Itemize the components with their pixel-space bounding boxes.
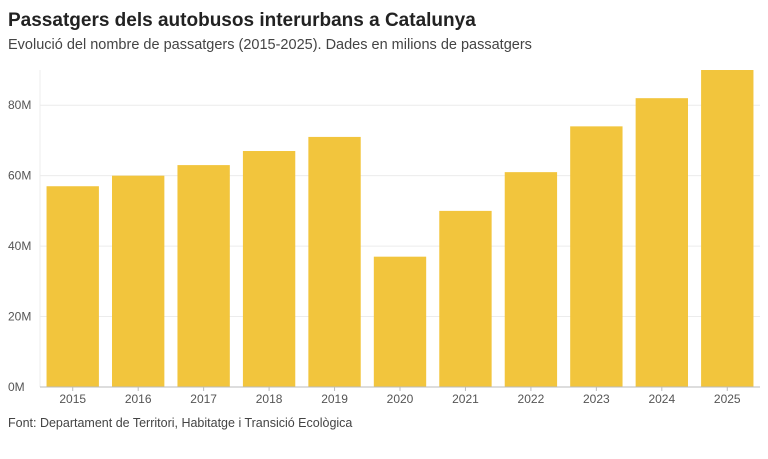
bar-2023 — [570, 126, 623, 387]
bars — [46, 70, 754, 387]
bar-2020 — [373, 256, 427, 387]
bar-2016 — [112, 175, 165, 387]
bar-2018 — [242, 151, 296, 387]
y-tick-label: 0M — [8, 380, 25, 394]
bar-2017 — [177, 165, 230, 387]
x-tick-label: 2022 — [518, 392, 545, 406]
bar-2024 — [635, 98, 688, 387]
y-tick-label: 80M — [8, 98, 31, 112]
bar-2025 — [701, 70, 754, 387]
x-tick-label: 2018 — [256, 392, 283, 406]
bar-2019 — [308, 136, 361, 387]
x-tick-label: 2015 — [59, 392, 86, 406]
bar-2022 — [504, 172, 558, 387]
chart-title: Passatgers dels autobusos interurbans a … — [8, 10, 476, 31]
x-tick-label: 2023 — [583, 392, 610, 406]
x-tick-label: 2019 — [321, 392, 348, 406]
y-tick-label: 40M — [8, 239, 31, 253]
axes: 0M 20M 40M 60M 80M 2015 2016 2017 2018 2019 2020 20… — [8, 70, 760, 406]
x-tick-label: 2017 — [190, 392, 217, 406]
x-tick-label: 2025 — [714, 392, 741, 406]
x-tick-label: 2020 — [387, 392, 414, 406]
y-tick-label: 20M — [8, 310, 31, 324]
x-tick-label: 2024 — [648, 392, 675, 406]
bar-chart: 0M 20M 40M 60M 80M 2015 2016 2017 2018 2019 2020 20… — [8, 70, 760, 406]
bar-2021 — [439, 210, 492, 387]
x-tick-label: 2016 — [125, 392, 152, 406]
x-tick-label: 2021 — [452, 392, 479, 406]
y-tick-label: 60M — [8, 169, 31, 183]
bar-2015 — [46, 186, 99, 387]
chart-subtitle: Evolució del nombre de passatgers (2015-… — [8, 37, 532, 53]
chart-source: Font: Departament de Territori, Habitatg… — [8, 416, 353, 430]
